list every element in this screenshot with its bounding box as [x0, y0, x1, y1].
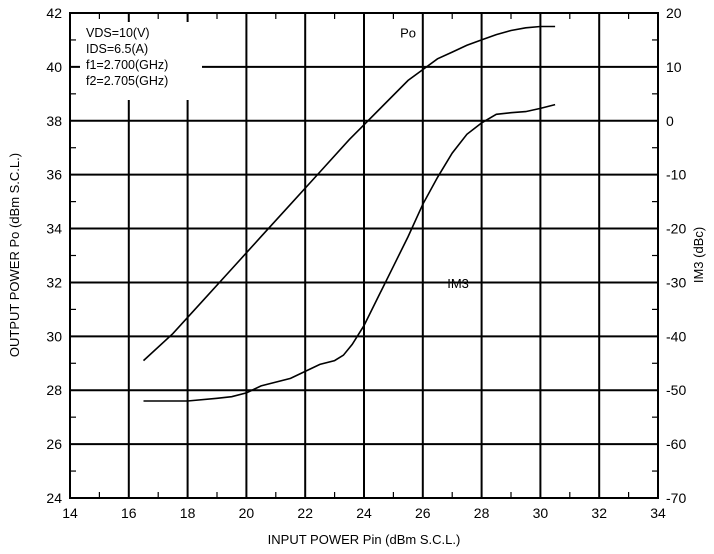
- y-tick-label: 26: [46, 436, 62, 452]
- grid-layer: [70, 13, 658, 498]
- label-layer: Po IM3: [400, 25, 469, 291]
- y-tick-label: 30: [46, 328, 62, 344]
- series-line-im3: [143, 103, 556, 402]
- x-tick-label: 16: [121, 505, 137, 521]
- annotation-f2: f2=2.705(GHz): [86, 74, 168, 88]
- y2-tick-label: -10: [666, 167, 686, 183]
- y2-tick-label: 0: [666, 113, 674, 129]
- annotation-ids: IDS=6.5(A): [86, 42, 148, 56]
- x-tick-label: 32: [591, 505, 607, 521]
- y-tick-label: 28: [46, 382, 62, 398]
- annotation-vds: VDS=10(V): [86, 26, 150, 40]
- x-tick-label: 20: [239, 505, 255, 521]
- y2-tick-label: -40: [666, 328, 686, 344]
- y-tick-label: 42: [46, 5, 62, 21]
- series-line-po: [142, 25, 556, 362]
- series-label-im3: IM3: [447, 276, 469, 291]
- y2-tick-label: -20: [666, 221, 686, 237]
- tick-layer: 14 16 18 20 22 24 26 28 30 32 34 24 26 28 30 32 34 36 38 40…: [46, 5, 686, 521]
- y2-tick-label: 10: [666, 59, 682, 75]
- y2-tick-label: -60: [666, 436, 686, 452]
- y2-tick-label: 20: [666, 5, 682, 21]
- annotation-f1: f1=2.700(GHz): [86, 58, 168, 72]
- y2-axis-title: IM3 (dBc): [691, 227, 706, 283]
- y-tick-label: 36: [46, 167, 62, 183]
- y2-tick-label: -30: [666, 274, 686, 290]
- x-tick-label: 26: [415, 505, 431, 521]
- x-tick-label: 18: [180, 505, 196, 521]
- x-tick-label: 34: [650, 505, 666, 521]
- x-axis-title: INPUT POWER Pin (dBm S.C.L.): [268, 532, 461, 547]
- y-axis-title: OUTPUT POWER Po (dBm S.C.L.): [7, 153, 22, 357]
- y2-tick-label: -70: [666, 490, 686, 506]
- x-tick-label: 30: [533, 505, 549, 521]
- x-tick-label: 28: [474, 505, 490, 521]
- y-tick-label: 24: [46, 490, 62, 506]
- series-label-po: Po: [400, 25, 416, 40]
- y-tick-label: 38: [46, 113, 62, 129]
- x-tick-label: 24: [356, 505, 372, 521]
- series-layer: [142, 25, 556, 402]
- y-tick-label: 34: [46, 221, 62, 237]
- x-tick-label: 14: [62, 505, 78, 521]
- y2-tick-label: -50: [666, 382, 686, 398]
- y-tick-label: 32: [46, 274, 62, 290]
- annotation-box: [80, 22, 202, 100]
- y-tick-label: 40: [46, 59, 62, 75]
- x-tick-label: 22: [297, 505, 313, 521]
